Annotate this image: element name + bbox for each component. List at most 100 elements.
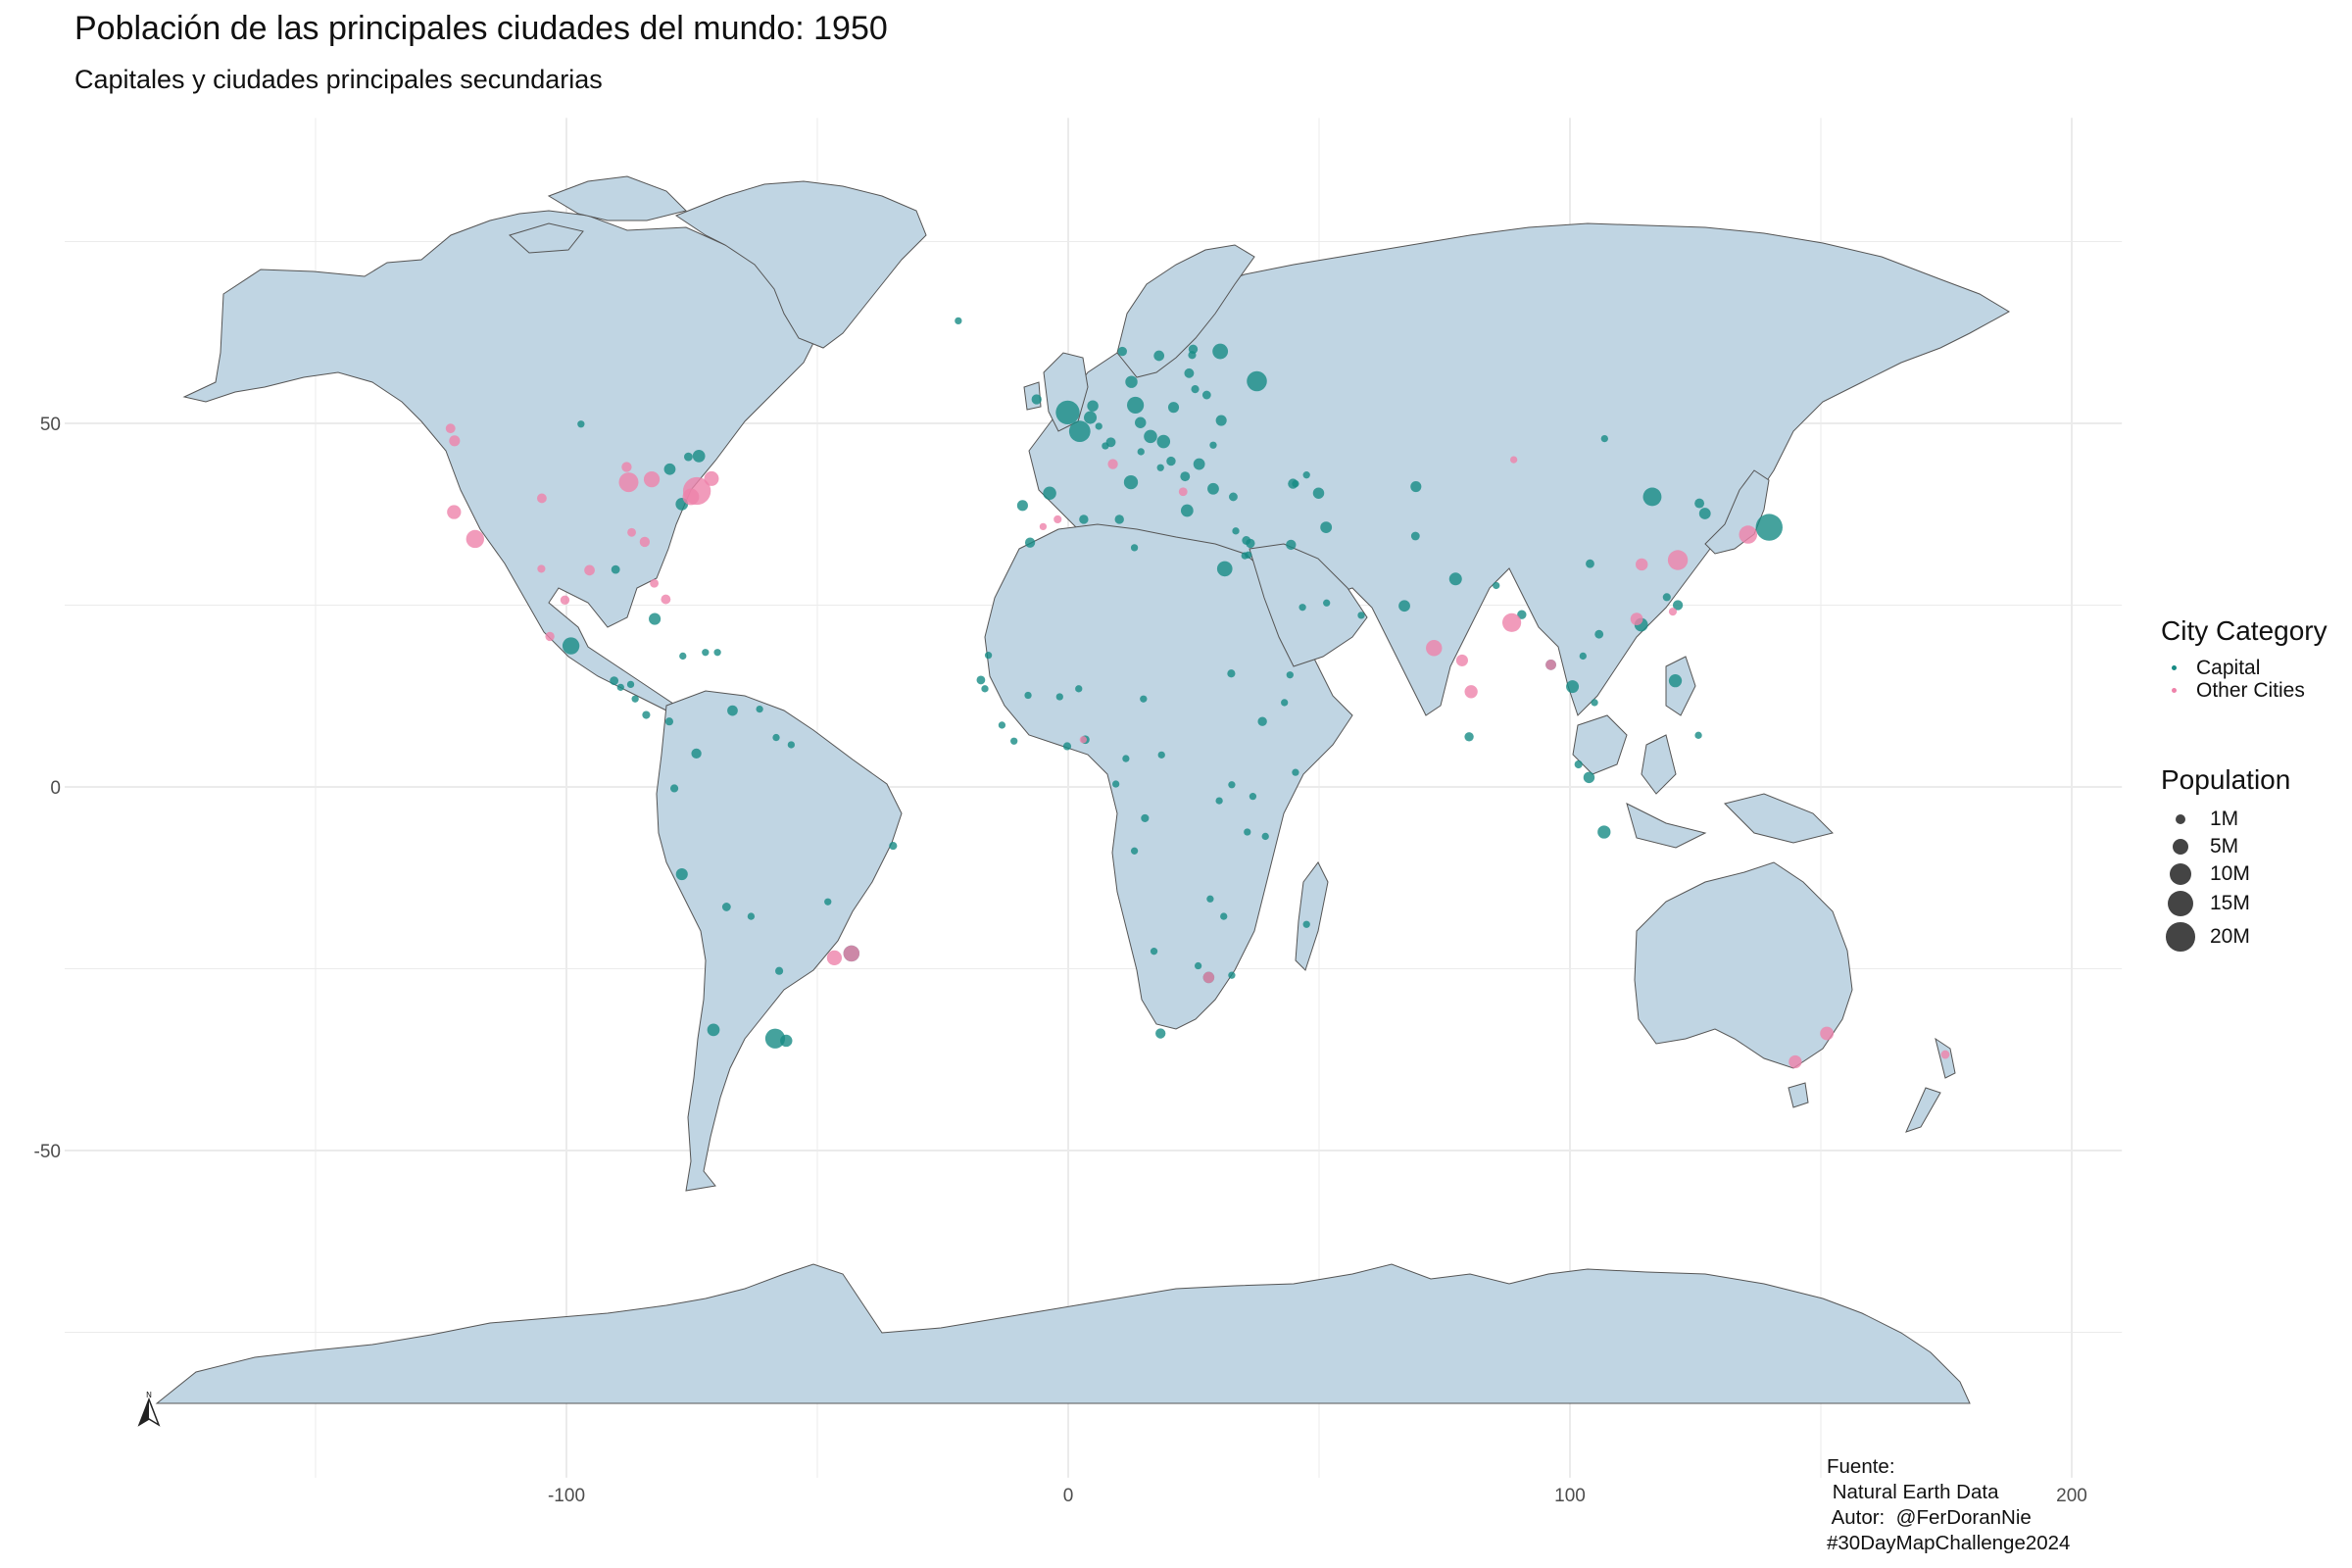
capital-city-point xyxy=(702,649,710,657)
capital-city-point xyxy=(1755,514,1783,541)
capital-city-point xyxy=(780,1034,793,1048)
landmass-madagascar xyxy=(1295,861,1329,971)
capital-city-point xyxy=(610,676,619,686)
capital-city-point xyxy=(1068,420,1091,443)
map-title: Población de las principales ciudades de… xyxy=(74,10,888,47)
capital-city-point xyxy=(675,867,688,881)
capital-city-point xyxy=(1410,531,1420,541)
capital-city-point xyxy=(1156,464,1164,471)
other-city-point xyxy=(843,945,860,962)
capital-city-point xyxy=(1464,732,1474,742)
other-city-point xyxy=(1455,654,1468,666)
capital-city-point xyxy=(1194,961,1202,970)
size-legend-label: 5M xyxy=(2210,835,2239,858)
other-city-point xyxy=(1636,558,1648,571)
capital-city-point xyxy=(1209,441,1217,449)
landmass-scandinavia xyxy=(1116,244,1255,378)
other-city-point xyxy=(466,529,485,549)
north-arrow-letter: N xyxy=(146,1391,152,1399)
other-city-point xyxy=(1202,971,1215,984)
capital-city-point xyxy=(1010,737,1018,745)
capital-city-point xyxy=(1207,482,1219,495)
other-key-dot xyxy=(2171,688,2177,693)
capital-city-point xyxy=(1672,600,1684,611)
axis-tick-labels: -100 0 100 200 50 0 -50 xyxy=(34,415,2087,1506)
capital-city-point xyxy=(1153,350,1165,362)
capital-city-point xyxy=(1281,699,1289,707)
other-city-point xyxy=(627,527,636,537)
capital-city-point xyxy=(684,452,693,462)
capital-city-point xyxy=(1410,481,1422,493)
size-legend-item: 1M xyxy=(2161,806,2290,833)
capital-city-point xyxy=(1286,539,1297,551)
caption-line-4: #30DayMapChallenge2024 xyxy=(1827,1532,2071,1554)
size-key-dot xyxy=(2169,863,2192,886)
size-legend-item: 5M xyxy=(2161,833,2290,860)
other-city-point xyxy=(661,594,671,605)
capital-city-point xyxy=(1448,572,1462,586)
landmass-arabia xyxy=(1249,543,1368,667)
other-city-point xyxy=(1667,550,1689,570)
landmass-southeast-asia-islands xyxy=(1572,656,1834,849)
source-caption: Fuente: Natural Earth Data Autor: @FerDo… xyxy=(1827,1454,2070,1556)
capital-city-point xyxy=(1043,486,1056,501)
capital-city-point xyxy=(1227,669,1236,678)
city-points xyxy=(445,317,1950,1069)
capital-city-point xyxy=(1229,492,1238,502)
capital-city-point xyxy=(1517,610,1527,619)
capital-city-point xyxy=(1566,680,1580,694)
other-city-point xyxy=(584,564,595,576)
capital-city-point xyxy=(1201,390,1211,400)
legend-label-capital: Capital xyxy=(2196,656,2261,679)
landmass-canadian-islands xyxy=(509,175,687,254)
landmass-south-america xyxy=(656,690,903,1192)
capital-city-point xyxy=(824,898,832,906)
capital-city-point xyxy=(1188,351,1197,360)
capital-city-point xyxy=(1662,593,1671,602)
capital-city-point xyxy=(1694,498,1705,509)
capital-city-point xyxy=(889,842,898,851)
capital-city-point xyxy=(1130,544,1139,552)
capital-city-point xyxy=(787,741,796,749)
landmass-australia xyxy=(1634,861,1853,1069)
other-city-point xyxy=(447,505,462,519)
size-legend-item: 15M xyxy=(2161,888,2290,919)
other-city-point xyxy=(445,423,456,434)
capital-city-point xyxy=(1594,629,1604,639)
capital-city-point xyxy=(611,564,620,574)
other-city-point xyxy=(826,950,843,965)
size-legend-item: 20M xyxy=(2161,919,2290,955)
capital-city-point xyxy=(1016,500,1028,512)
capital-city-point xyxy=(1298,604,1306,612)
other-city-point xyxy=(621,462,632,472)
caption-line-1: Fuente: xyxy=(1827,1455,1895,1478)
size-legend-rows: 1M 5M 10M 15M 20M xyxy=(2161,806,2290,955)
capital-city-point xyxy=(727,705,738,716)
landmass-new-zealand xyxy=(1905,1037,1956,1133)
capital-city-point xyxy=(1642,487,1662,507)
capital-city-point xyxy=(1111,780,1120,788)
capital-city-point xyxy=(1084,411,1098,424)
landmass-north-america xyxy=(182,210,824,736)
capital-city-point xyxy=(626,680,635,689)
landmass-tasmania xyxy=(1788,1082,1809,1108)
capital-city-point xyxy=(1137,448,1145,456)
landmass-antarctica xyxy=(155,1263,1971,1404)
other-city-point xyxy=(682,488,700,506)
capital-city-point xyxy=(1292,768,1299,776)
capital-city-point xyxy=(1312,487,1325,499)
size-legend: Population 1M 5M 10M 15M 20M xyxy=(2161,764,2290,955)
capital-city-point xyxy=(1130,847,1139,855)
legend-label-other-cities: Other Cities xyxy=(2196,678,2305,702)
capital-city-point xyxy=(1228,781,1236,789)
capital-city-point xyxy=(1493,581,1500,590)
capital-city-point xyxy=(1249,793,1257,801)
other-city-point xyxy=(1739,525,1758,544)
capital-city-point xyxy=(1245,551,1252,559)
land-layer xyxy=(155,175,2011,1404)
size-key-dot xyxy=(2172,838,2189,856)
size-legend-label: 20M xyxy=(2210,925,2250,949)
other-city-point xyxy=(560,595,570,605)
capital-city-point xyxy=(756,705,763,713)
